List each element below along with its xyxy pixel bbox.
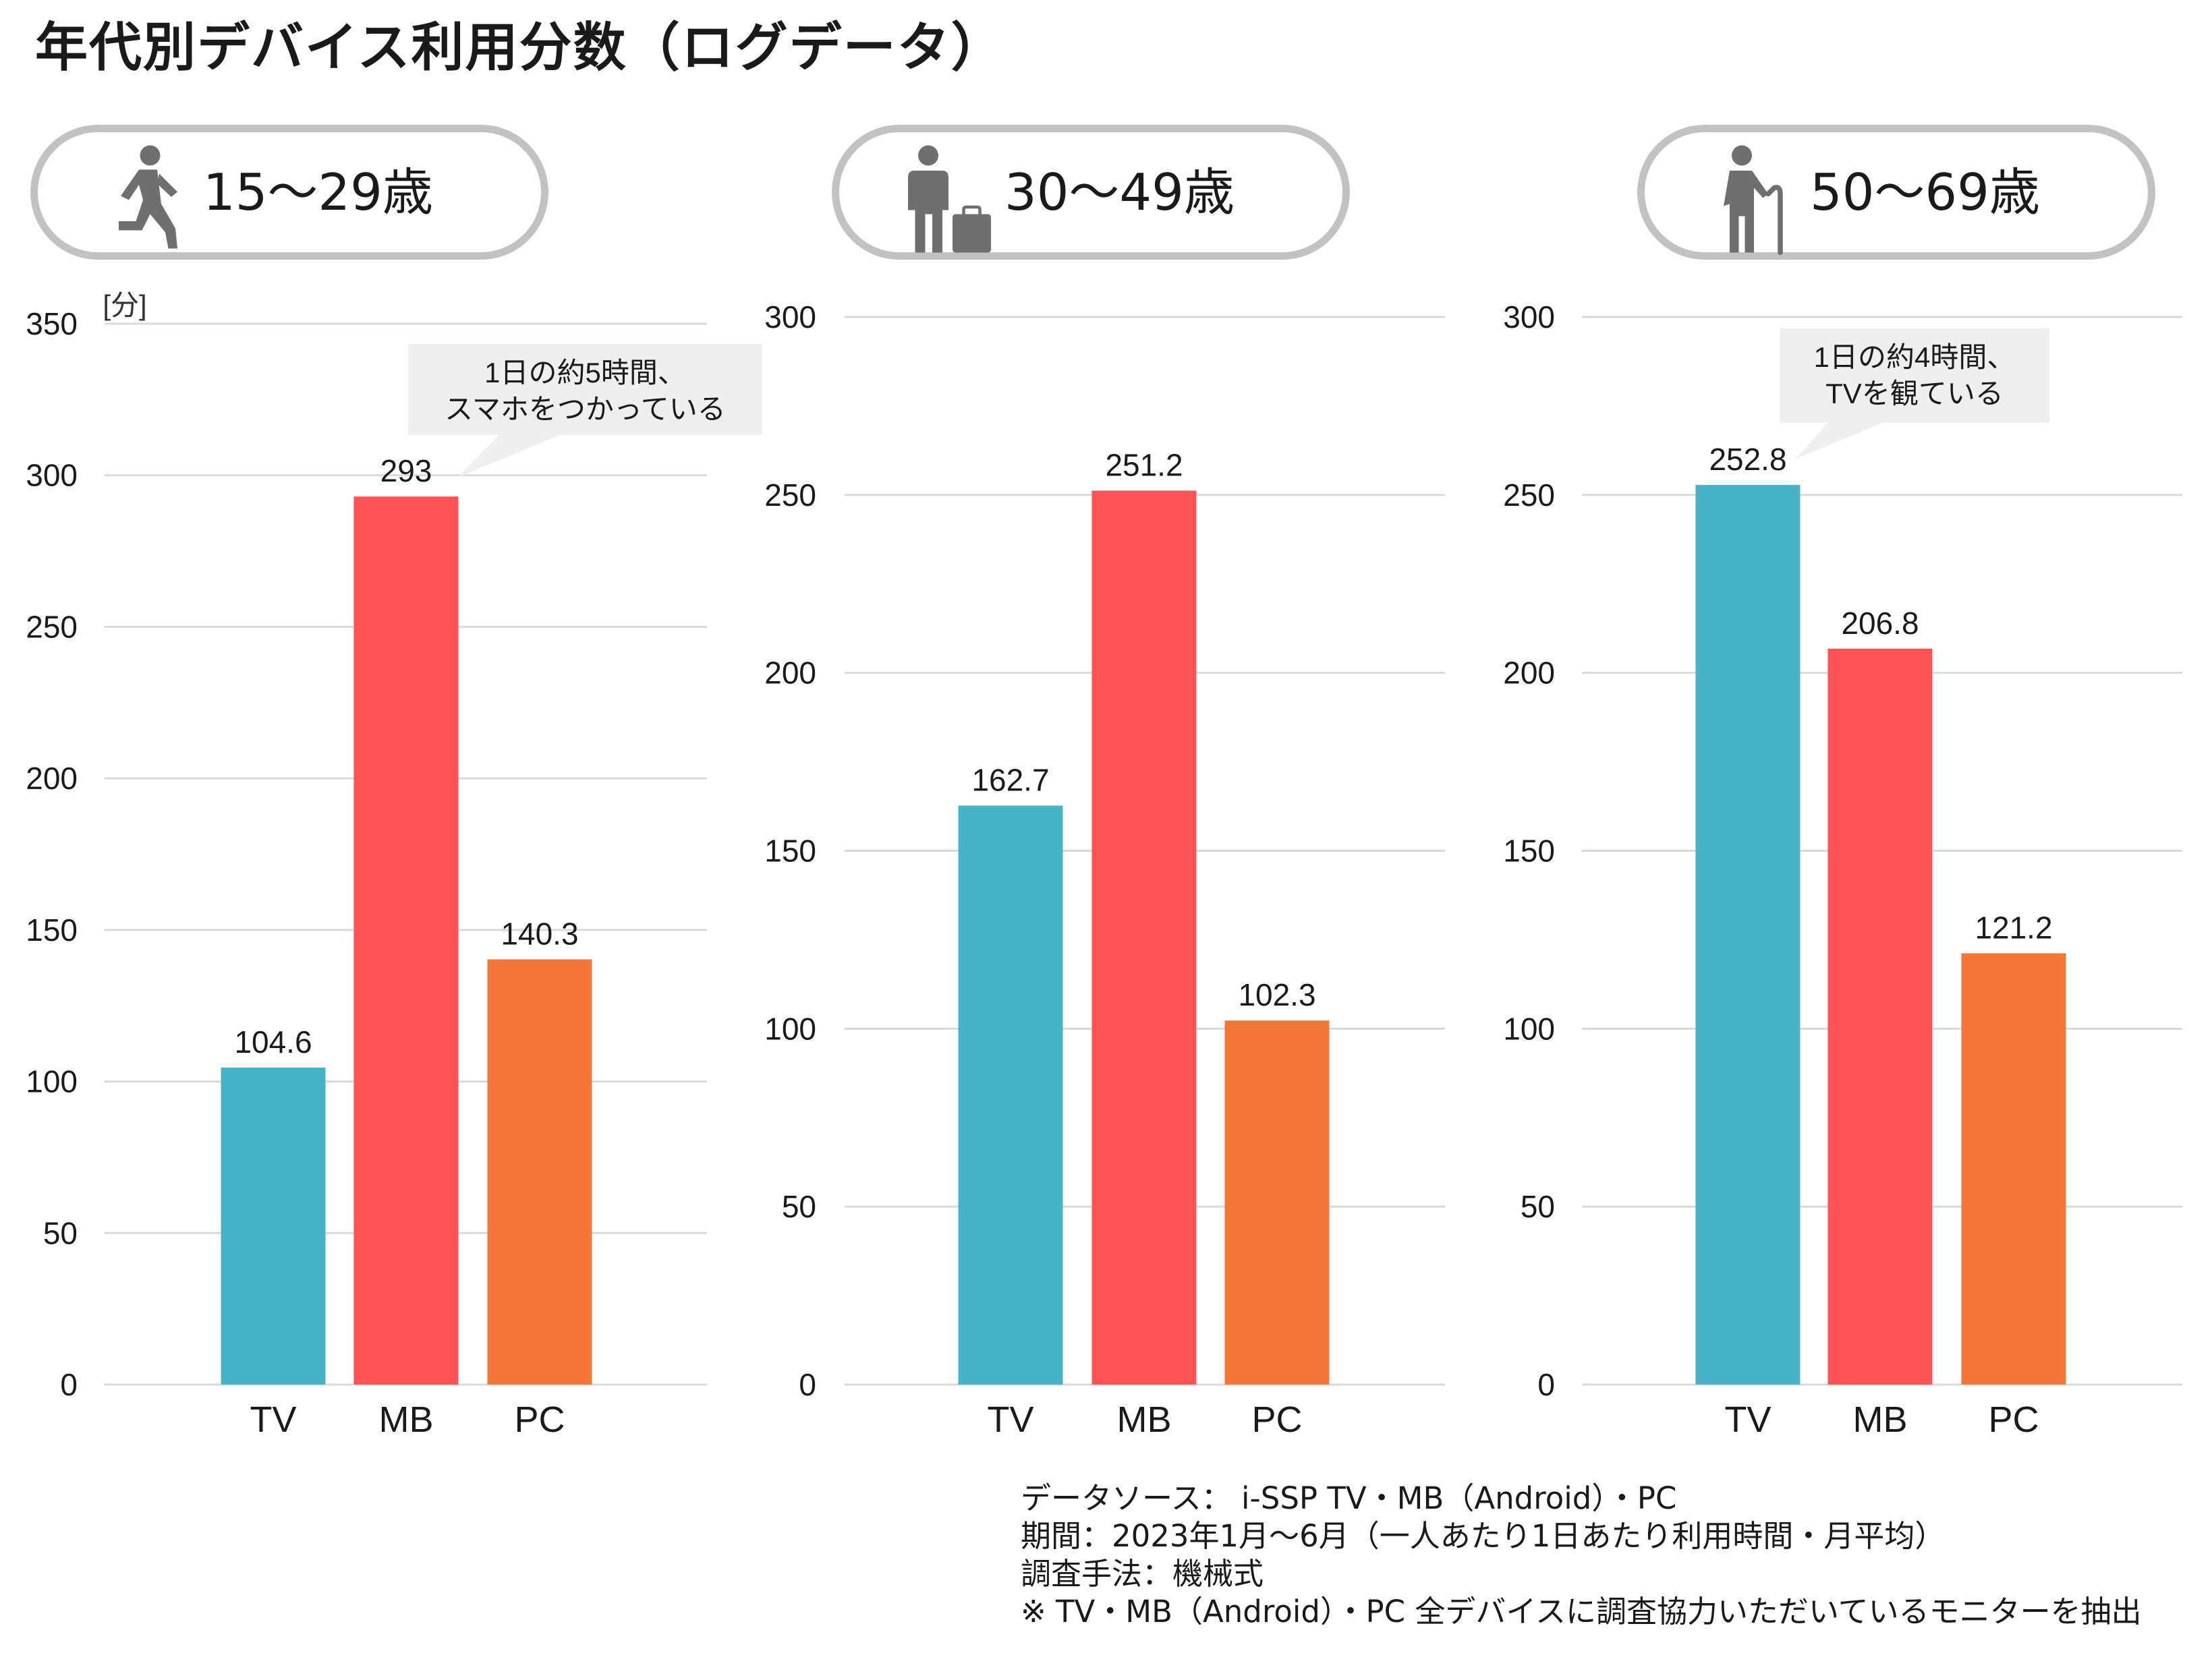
data-label: 102.3: [1238, 977, 1315, 1012]
footnote: データソース： i-SSP TV・MB（Android）・PC 期間：2023年…: [1021, 1480, 2142, 1631]
bar-charts: 0 50 100 150 200 250 300 350 [分] 104.6 TV 293 MB 140.…: [26, 289, 2182, 1440]
y-tick-label: 200: [764, 656, 816, 691]
age-group-pill-15-29: 15〜29歳: [30, 125, 548, 260]
age-group-label: 30〜49歳: [1004, 163, 1235, 222]
callout-box: [1780, 328, 2049, 423]
running-person-icon: [119, 145, 177, 249]
bar-mb: [1091, 490, 1197, 1385]
y-tick-label: 100: [764, 1011, 816, 1046]
footnote-source: データソース： i-SSP TV・MB（Android）・PC: [1021, 1480, 1677, 1516]
callout-box: [408, 344, 762, 435]
bar-pc: [487, 959, 592, 1385]
y-tick-label: 350: [26, 306, 78, 341]
x-tick-label: TV: [250, 1399, 296, 1440]
data-label: 251.2: [1105, 448, 1183, 483]
y-tick-label: 200: [1503, 656, 1555, 691]
data-label: 140.3: [501, 916, 578, 951]
age-group-pill-30-49: 30〜49歳: [832, 125, 1350, 260]
x-tick-label: MB: [379, 1399, 434, 1440]
x-tick-label: MB: [1853, 1399, 1908, 1440]
y-tick-label: 250: [1503, 477, 1555, 513]
data-label: 293: [380, 453, 432, 488]
y-tick-label: 200: [26, 761, 78, 796]
x-tick-label: PC: [1988, 1399, 2039, 1440]
y-tick-label: 100: [1503, 1011, 1555, 1046]
y-tick-label: 150: [764, 834, 816, 869]
data-label: 252.8: [1709, 442, 1786, 477]
y-tick-label: 300: [26, 458, 78, 493]
y-axis-unit: [分]: [103, 289, 146, 321]
bar-mb: [353, 496, 459, 1385]
x-tick-label: PC: [514, 1399, 565, 1440]
data-label: 121.2: [1975, 910, 2052, 945]
y-tick-label: 300: [1503, 299, 1555, 335]
bar-pc: [1224, 1020, 1330, 1385]
age-group-pill-50-69: 50〜69歳: [1637, 125, 2155, 260]
data-label: 162.7: [971, 762, 1049, 797]
bar-tv: [1695, 485, 1800, 1385]
y-tick-label: 50: [1521, 1189, 1555, 1224]
y-tick-label: 250: [26, 609, 78, 644]
x-tick-label: TV: [987, 1399, 1033, 1440]
bar-tv: [221, 1067, 326, 1385]
footnote-note: ※ TV・MB（Android）・PC 全デバイスに調査協力いただいているモニタ…: [1021, 1594, 2142, 1629]
callout-pointer: [1795, 423, 1882, 460]
bar-mb: [1827, 648, 1933, 1385]
y-tick-label: 100: [26, 1064, 78, 1099]
age-group-label: 15〜29歳: [203, 163, 433, 222]
y-tick-label: 0: [799, 1367, 816, 1402]
data-label: 104.6: [234, 1024, 312, 1060]
y-tick-label: 250: [764, 477, 816, 513]
callout-pointer: [457, 435, 560, 478]
bar-tv: [958, 805, 1063, 1385]
callout-text: TVを観ている: [1825, 378, 2004, 409]
elderly-person-cane-icon: [1724, 145, 1783, 256]
y-tick-label: 50: [782, 1189, 816, 1224]
x-tick-label: MB: [1117, 1399, 1172, 1440]
callout-text: 1日の約5時間、: [484, 357, 686, 388]
age-group-label: 50〜69歳: [1810, 163, 2040, 222]
page-title: 年代別デバイス利用分数（ログデータ）: [35, 18, 1005, 78]
bar-pc: [1961, 953, 2066, 1385]
callout-text: 1日の約4時間、: [1814, 341, 2016, 373]
y-tick-label: 300: [764, 299, 816, 335]
callout-bubble: 1日の約5時間、スマホをつかっている: [408, 344, 762, 478]
y-tick-label: 0: [1537, 1367, 1555, 1402]
y-tick-label: 150: [1503, 834, 1555, 869]
businessperson-briefcase-icon: [908, 145, 991, 253]
callout-text: スマホをつかっている: [445, 393, 726, 425]
x-tick-label: PC: [1251, 1399, 1302, 1440]
footnote-method: 調査手法：機械式: [1021, 1556, 1264, 1592]
y-tick-label: 150: [26, 912, 78, 948]
data-label: 206.8: [1841, 606, 1919, 641]
x-tick-label: TV: [1724, 1399, 1771, 1440]
y-tick-label: 50: [43, 1215, 78, 1250]
footnote-period: 期間：2023年1月〜6月（一人あたり1日あたり利用時間・月平均）: [1021, 1518, 1946, 1554]
y-tick-label: 0: [60, 1367, 78, 1402]
callout-bubble: 1日の約4時間、 TVを観ている: [1780, 328, 2049, 460]
